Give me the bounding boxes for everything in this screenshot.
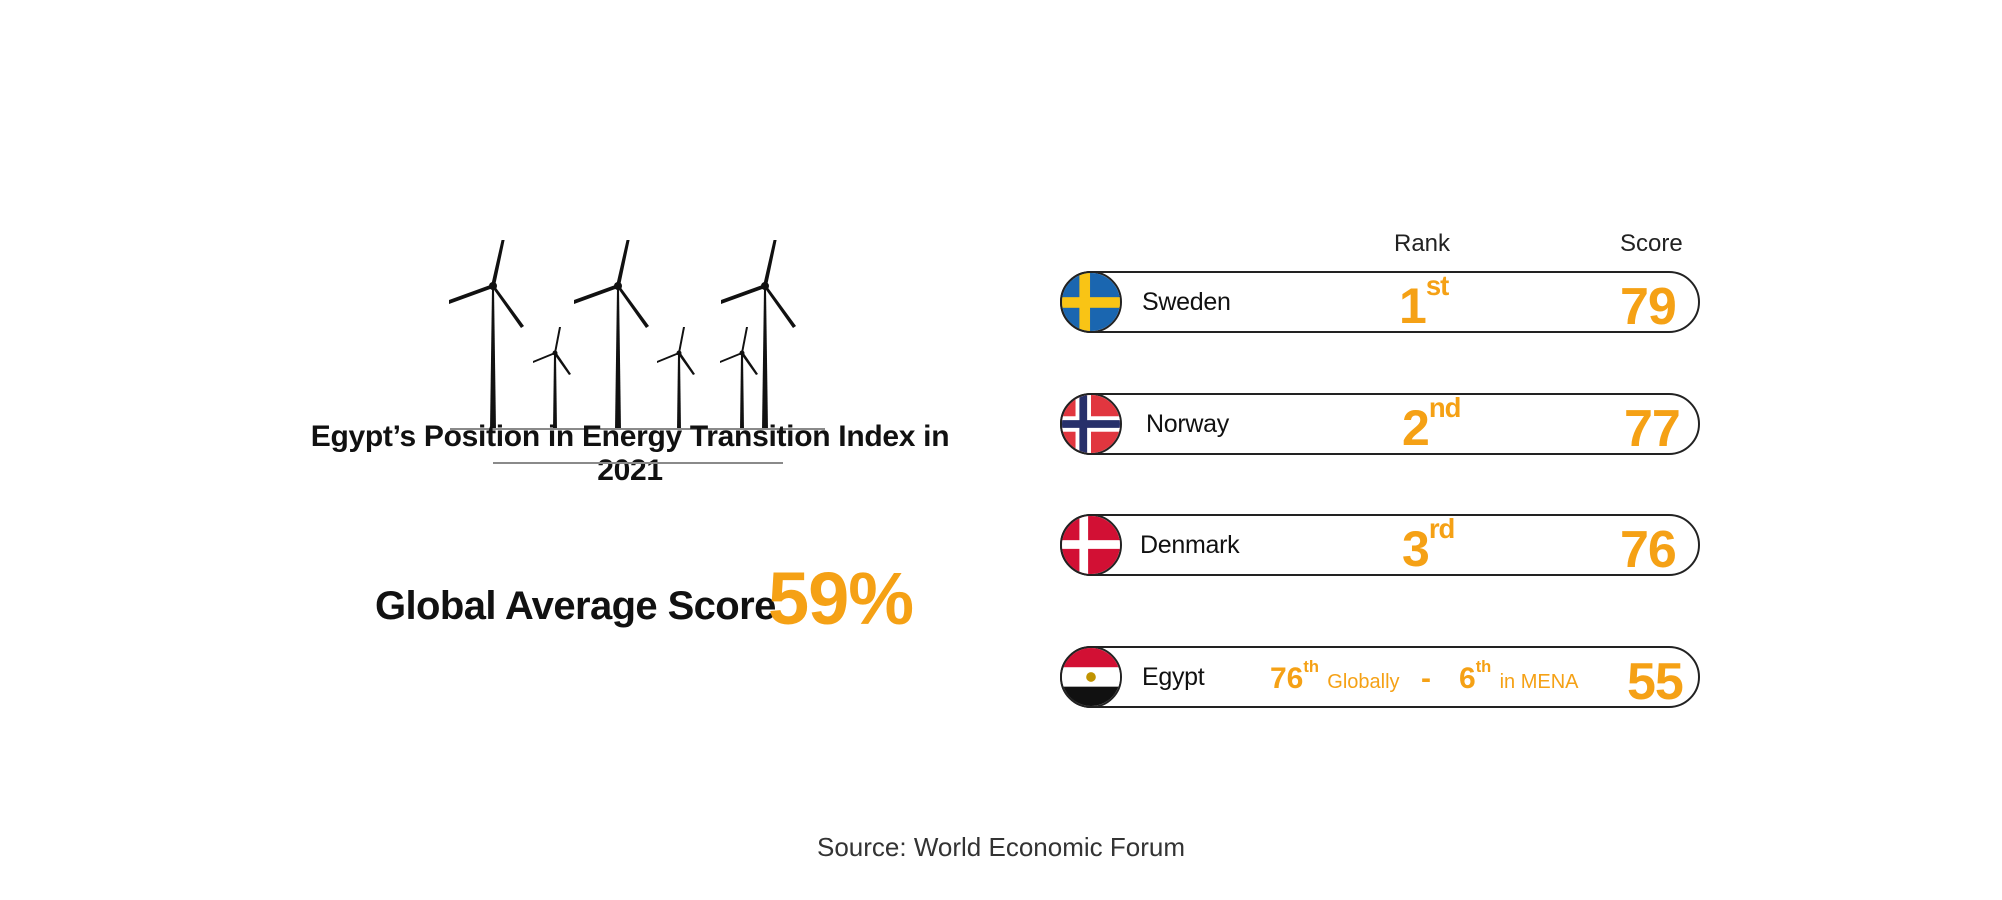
rank-separator: - <box>1421 662 1431 695</box>
source-note: Source: World Economic Forum <box>817 832 1185 862</box>
score-value: 76 <box>1620 521 1677 579</box>
country-name: Sweden <box>1142 288 1231 316</box>
country-name: Denmark <box>1140 531 1240 559</box>
sweden-flag-icon <box>1060 271 1122 333</box>
rank-value: 3rd <box>1402 513 1455 577</box>
chart-title: Egypt’s Position in Energy Transition In… <box>310 420 950 487</box>
title-underline <box>493 462 783 464</box>
global-average-value: 59% <box>768 557 914 640</box>
ranking-row-sweden: Sweden 1st 79 <box>1060 270 1700 336</box>
score-value: 77 <box>1624 400 1681 458</box>
mena-rank-label: in MENA <box>1499 671 1579 693</box>
wind-turbines-icon <box>449 240 825 430</box>
country-name: Egypt <box>1142 663 1205 691</box>
rank-value: 2nd <box>1402 392 1461 456</box>
global-rank-label: Globally <box>1327 671 1400 693</box>
global-average-label: Global Average Score <box>375 584 776 628</box>
ranking-row-egypt: Egypt 76th Globally - 6th in MENA 55 <box>1060 646 1700 711</box>
rank-column-header: Rank <box>1394 230 1451 257</box>
ranking-row-denmark: Denmark 3rd 76 <box>1060 513 1700 579</box>
egypt-flag-icon <box>1060 646 1122 708</box>
global-rank-value: 76th Globally <box>1270 657 1400 695</box>
ranking-row-norway: Norway 2nd 77 <box>1060 392 1700 458</box>
mena-rank-value: 6th in MENA <box>1459 657 1579 695</box>
country-name: Norway <box>1146 410 1229 438</box>
rank-value: 1st <box>1399 270 1449 334</box>
score-value: 79 <box>1620 278 1677 336</box>
denmark-flag-icon <box>1060 514 1122 576</box>
norway-flag-icon <box>1060 393 1122 455</box>
score-value: 55 <box>1627 653 1684 711</box>
score-column-header: Score <box>1620 230 1683 257</box>
